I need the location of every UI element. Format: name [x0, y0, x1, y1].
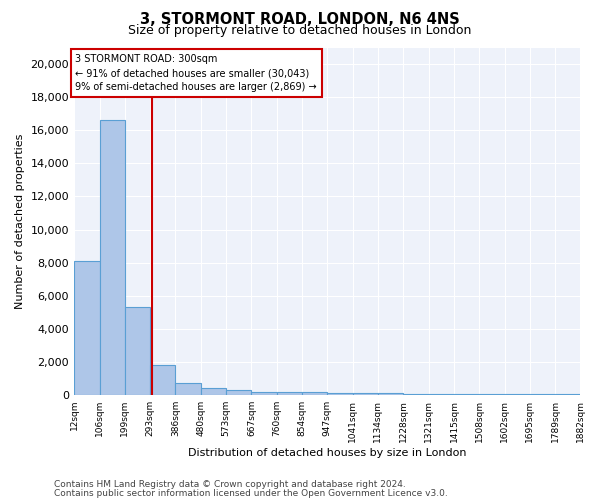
Bar	[201, 388, 226, 395]
Bar	[403, 394, 428, 395]
Bar	[175, 384, 201, 395]
Bar	[556, 394, 580, 395]
Bar	[454, 394, 479, 395]
Bar	[479, 394, 505, 395]
Bar	[530, 394, 556, 395]
Text: 3 STORMONT ROAD: 300sqm
← 91% of detached houses are smaller (30,043)
9% of semi: 3 STORMONT ROAD: 300sqm ← 91% of detache…	[76, 54, 317, 92]
Bar	[150, 365, 175, 395]
Bar	[327, 394, 353, 395]
Bar	[277, 392, 302, 395]
Bar	[74, 261, 100, 395]
Bar	[353, 394, 378, 395]
Text: Contains HM Land Registry data © Crown copyright and database right 2024.: Contains HM Land Registry data © Crown c…	[54, 480, 406, 489]
Bar	[378, 394, 403, 395]
Bar	[251, 392, 277, 395]
Bar	[302, 392, 327, 395]
Text: Size of property relative to detached houses in London: Size of property relative to detached ho…	[128, 24, 472, 37]
Y-axis label: Number of detached properties: Number of detached properties	[15, 134, 25, 309]
Text: Contains public sector information licensed under the Open Government Licence v3: Contains public sector information licen…	[54, 488, 448, 498]
Bar	[100, 120, 125, 395]
X-axis label: Distribution of detached houses by size in London: Distribution of detached houses by size …	[188, 448, 467, 458]
Bar	[505, 394, 530, 395]
Text: 3, STORMONT ROAD, LONDON, N6 4NS: 3, STORMONT ROAD, LONDON, N6 4NS	[140, 12, 460, 28]
Bar	[125, 308, 150, 395]
Bar	[428, 394, 454, 395]
Bar	[226, 390, 251, 395]
